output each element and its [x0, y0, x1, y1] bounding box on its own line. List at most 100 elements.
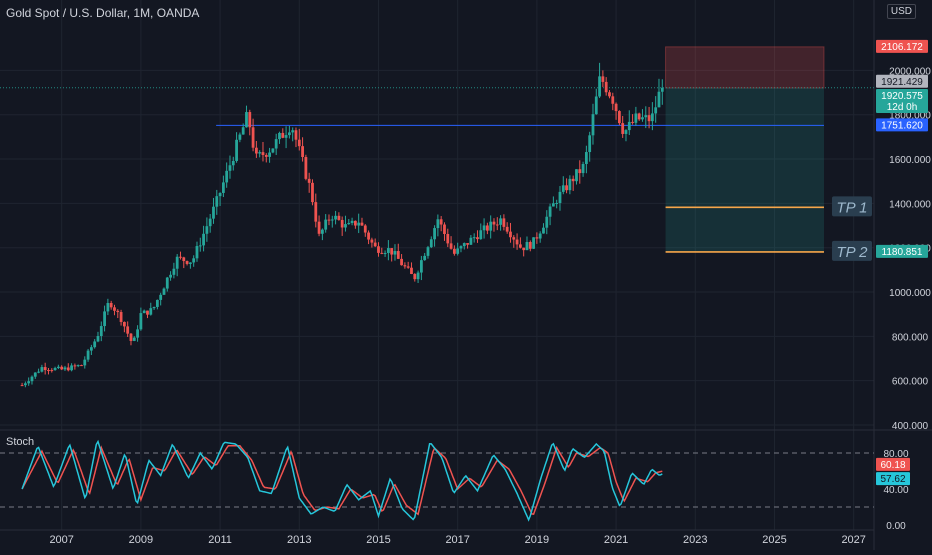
target-label-bg	[831, 240, 872, 261]
candle-body	[423, 255, 427, 261]
candle-body	[149, 308, 153, 315]
candle-down	[304, 154, 308, 181]
candle-body	[27, 381, 31, 384]
candle-up	[86, 348, 90, 362]
candle-down	[515, 233, 519, 250]
candle-body	[419, 260, 423, 273]
price-label-target: 1180.851	[876, 244, 928, 258]
candle-body	[515, 239, 519, 245]
candle-up	[591, 103, 595, 145]
candle-up	[350, 217, 354, 226]
price-tick-label: 1800.000	[889, 111, 931, 122]
candle-up	[416, 270, 420, 283]
candle-up	[221, 175, 225, 198]
candle-up	[103, 305, 106, 332]
time-tick-label: 2011	[208, 534, 232, 546]
candle-body	[548, 206, 552, 217]
candle-body	[50, 370, 54, 372]
price-label-level: 1751.620	[876, 118, 928, 132]
candle-body	[126, 326, 130, 334]
candle-down	[20, 382, 24, 387]
stop-loss-zone	[665, 46, 825, 89]
candle-up	[357, 213, 361, 234]
candle-body	[495, 224, 499, 226]
candle-down	[492, 218, 496, 232]
candle-up	[419, 255, 423, 281]
candle-body	[109, 303, 113, 308]
time-tick-label: 2017	[445, 534, 469, 546]
candle-body	[235, 139, 238, 161]
candle-down	[73, 363, 77, 370]
candle-up	[588, 131, 592, 162]
candle-body	[89, 347, 93, 351]
stoch-value-bg	[876, 457, 910, 471]
candle-down	[307, 172, 311, 193]
candle-up	[205, 217, 209, 242]
candle-body	[195, 246, 199, 259]
candle-down	[452, 245, 456, 256]
candle-body	[205, 226, 209, 234]
candle-body	[380, 252, 384, 254]
candle-body	[294, 130, 298, 140]
candle-body	[439, 219, 443, 225]
candle-body	[60, 366, 64, 370]
candle-up	[106, 298, 110, 316]
candle-up	[426, 245, 430, 259]
candle-body	[558, 191, 562, 204]
candle-down	[410, 262, 413, 275]
candle-body	[518, 244, 522, 248]
candle-up	[278, 131, 281, 144]
candle-body	[185, 261, 189, 264]
candle-body	[324, 219, 328, 230]
candle-down	[113, 304, 116, 316]
candle-down	[281, 128, 285, 139]
candle-body	[631, 121, 634, 123]
candle-body	[231, 160, 235, 166]
candle-down	[119, 309, 123, 326]
candle-up	[324, 214, 328, 233]
target-label-2: TP 2	[831, 240, 872, 261]
candle-up	[472, 233, 476, 243]
candle-up	[644, 106, 648, 129]
candle-body	[228, 165, 232, 171]
candle-body	[221, 182, 225, 193]
candle-down	[476, 230, 479, 243]
candle-up	[175, 254, 179, 277]
price-label-bg	[876, 39, 928, 53]
candle-body	[297, 139, 301, 147]
candle-up	[271, 148, 275, 154]
candle-body	[334, 215, 337, 220]
candle-body	[446, 233, 450, 244]
candle-down	[80, 364, 83, 367]
candle-body	[614, 103, 618, 112]
candle-body	[165, 277, 169, 289]
target-label-bg	[831, 196, 872, 217]
candle-body	[304, 157, 308, 179]
stoch-value-bg	[876, 472, 910, 486]
candle-down	[413, 273, 417, 282]
candle-body	[532, 237, 535, 249]
price-tick-label: 600.000	[892, 377, 929, 388]
candle-body	[433, 228, 436, 240]
candle-down	[317, 215, 321, 237]
candle-body	[192, 258, 196, 263]
time-tick-label: 2015	[366, 534, 390, 546]
candle-up	[56, 364, 60, 370]
chart-title: Gold Spot / U.S. Dollar, 1M, OANDA	[6, 6, 200, 20]
candle-down	[528, 240, 532, 252]
candle-body	[624, 130, 628, 134]
price-label-stop: 2106.172	[876, 39, 928, 53]
currency-badge[interactable]: USD	[886, 4, 916, 19]
candle-body	[30, 376, 34, 382]
candle-up	[594, 88, 598, 115]
candle-body	[347, 222, 351, 225]
candle-body	[459, 246, 463, 249]
candle-up	[284, 126, 288, 149]
candle-up	[27, 377, 31, 386]
candle-body	[472, 237, 476, 239]
candle-down	[340, 216, 344, 236]
candle-down	[301, 137, 304, 162]
candle-down	[297, 128, 301, 151]
